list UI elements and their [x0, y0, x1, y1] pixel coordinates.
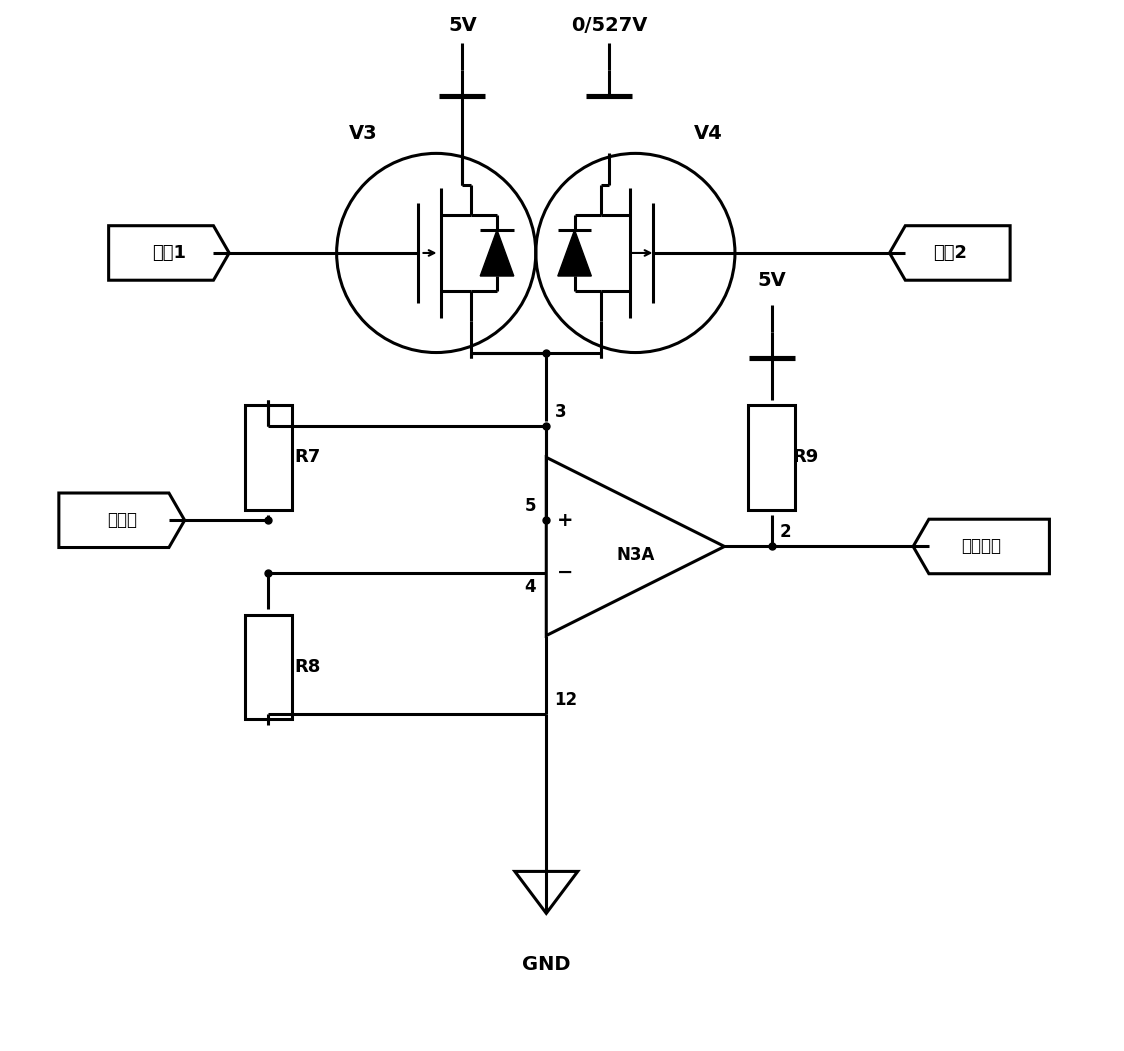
Text: V3: V3 [348, 124, 378, 143]
Polygon shape [480, 230, 514, 276]
Text: 信号2: 信号2 [933, 244, 967, 262]
Polygon shape [109, 226, 229, 281]
Text: 5V: 5V [448, 16, 477, 35]
Polygon shape [889, 226, 1010, 281]
Text: V4: V4 [695, 124, 723, 143]
Text: 0/527V: 0/527V [571, 16, 647, 35]
Text: 测试输出: 测试输出 [961, 537, 1001, 556]
Text: R9: R9 [792, 449, 819, 467]
Text: N3A: N3A [616, 545, 654, 563]
Text: −: − [558, 563, 573, 582]
Text: 信号1: 信号1 [152, 244, 185, 262]
Text: 5: 5 [524, 497, 536, 515]
Text: 测试点: 测试点 [107, 511, 137, 530]
Polygon shape [913, 519, 1050, 574]
Text: 4: 4 [524, 578, 536, 596]
Text: 3: 3 [554, 403, 566, 420]
Bar [245, 615, 292, 720]
Polygon shape [58, 493, 184, 548]
Text: +: + [556, 511, 573, 530]
Text: GND: GND [522, 955, 571, 974]
Text: R7: R7 [294, 449, 321, 467]
Text: 2: 2 [780, 523, 791, 541]
Text: 5V: 5V [758, 271, 786, 290]
Text: R8: R8 [294, 658, 321, 676]
Bar [245, 405, 292, 510]
Polygon shape [558, 230, 591, 276]
Text: 12: 12 [554, 691, 578, 709]
Bar [749, 405, 795, 510]
